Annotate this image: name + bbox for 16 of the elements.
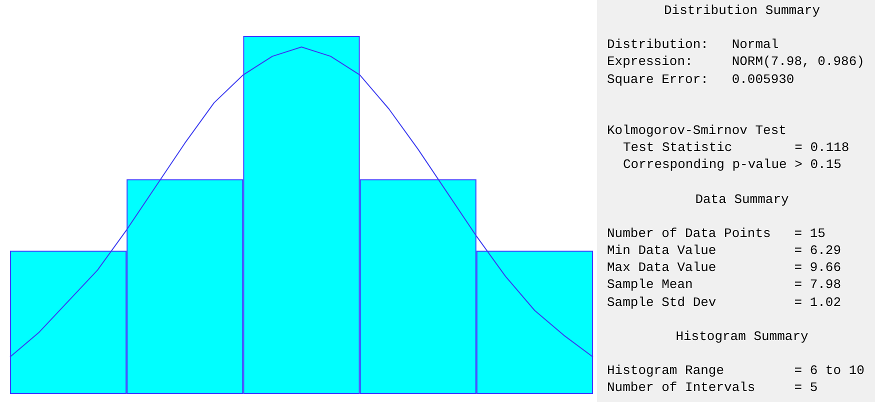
annotation: Sample Std Dev = 1.02 [607, 294, 842, 311]
text: Data Summary [694, 192, 790, 208]
annotation: Distribution: Normal [607, 37, 779, 54]
annotation: Number of Data Points = 15 [607, 226, 826, 242]
annotation: Sample Mean = 7.98 [607, 277, 842, 294]
text: Corresponding p-value > 0.15 [623, 157, 842, 174]
text: Test Statistic = 0.118 [623, 140, 850, 156]
text: Histogram Range = 6 to 10 [607, 363, 864, 380]
annotation: Kolmogorov-Smirnov Test [607, 123, 786, 140]
text: Number of Intervals = 5 [607, 380, 818, 396]
annotation: Min Data Value = 6.29 [607, 243, 842, 260]
text: Distribution Summary [662, 3, 822, 19]
annotation: Square Error: 0.005930 [607, 72, 794, 88]
annotation: Expression: NORM(7.98, 0.986) [607, 54, 864, 70]
text: Histogram Summary [674, 328, 810, 345]
annotation: Max Data Value = 9.66 [607, 260, 842, 276]
